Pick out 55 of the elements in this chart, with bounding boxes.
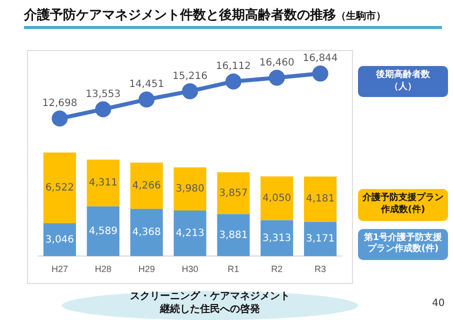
bar xyxy=(304,222,337,256)
bar xyxy=(260,220,294,256)
text: スクリーニング・ケアマネジメント継続した住民への啓発 xyxy=(129,291,291,316)
x-tick-label: H27 xyxy=(51,264,68,274)
bar xyxy=(174,210,206,256)
data-label: 3,881 xyxy=(219,230,248,241)
bar xyxy=(43,223,76,256)
bar xyxy=(217,214,250,256)
bar xyxy=(130,208,163,256)
data-label: 3,171 xyxy=(306,234,335,245)
data-label: 4,050 xyxy=(262,192,292,204)
data-label: 4,266 xyxy=(132,180,161,192)
bar xyxy=(43,152,76,224)
text: （生駒市） xyxy=(336,11,386,22)
data-label: 3,980 xyxy=(176,184,204,195)
point xyxy=(225,73,242,90)
point xyxy=(182,83,198,100)
point xyxy=(312,66,328,82)
data-label: 4,589 xyxy=(88,226,118,237)
point xyxy=(138,91,155,108)
data-label: 14,451 xyxy=(129,79,164,90)
x-tick-label: H30 xyxy=(182,264,198,274)
data-label: 12,698 xyxy=(42,98,78,110)
bar xyxy=(130,162,163,209)
text: 第1号介護予防支援プラン作成数(件) xyxy=(358,228,448,260)
data-label: 4,368 xyxy=(132,227,161,238)
bar xyxy=(304,176,337,222)
data-label: 16,460 xyxy=(259,57,294,68)
bar xyxy=(86,206,120,256)
data-label: 4,213 xyxy=(176,228,204,239)
data-label: 6,522 xyxy=(45,182,74,194)
x-tick-label: H29 xyxy=(138,264,155,274)
text: 40 xyxy=(432,298,445,309)
data-label: 4,311 xyxy=(88,178,118,189)
x-tick-label: H28 xyxy=(94,264,112,274)
data-label: 15,216 xyxy=(172,70,208,82)
data-label: 13,553 xyxy=(86,88,121,100)
text: 介護予防支援プラン作成数(件) xyxy=(358,189,448,221)
bar xyxy=(174,167,206,211)
data-label: 16,844 xyxy=(302,53,338,64)
point xyxy=(52,110,68,126)
x-tick-label: R3 xyxy=(314,264,326,274)
data-label: 16,112 xyxy=(216,61,251,72)
data-label: 4,181 xyxy=(306,194,335,205)
point xyxy=(268,70,285,86)
bar xyxy=(217,172,250,214)
text: 後期高齢者数（人） xyxy=(358,66,448,98)
bar xyxy=(86,160,120,206)
data-label: 3,857 xyxy=(219,188,248,199)
bar xyxy=(260,176,294,220)
x-tick-label: R2 xyxy=(271,264,283,274)
data-label: 3,313 xyxy=(262,232,292,244)
x-tick-label: R1 xyxy=(228,264,240,274)
point xyxy=(95,101,112,118)
data-label: 3,046 xyxy=(45,234,74,246)
